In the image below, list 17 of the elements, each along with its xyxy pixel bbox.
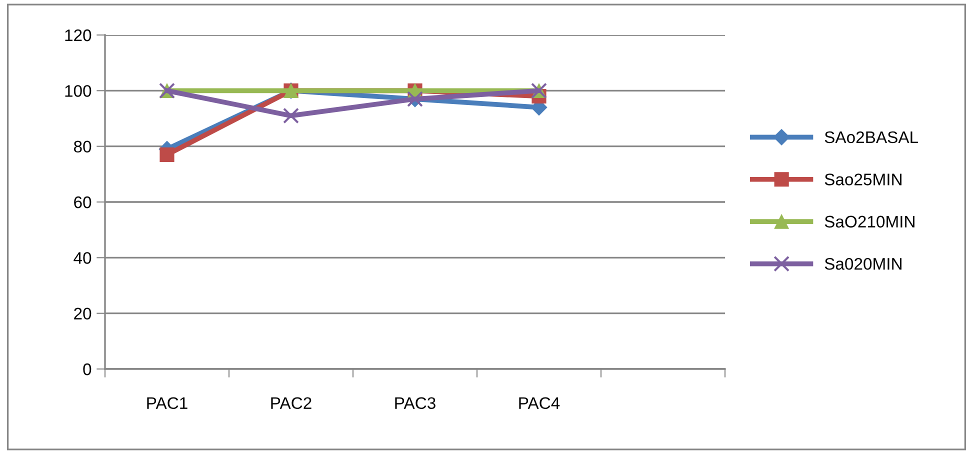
y-tick-label: 100	[65, 85, 92, 97]
x-tick-label: PAC1	[147, 397, 188, 410]
legend-label: SaO210MIN	[824, 216, 914, 228]
x-tick-label: PAC3	[395, 397, 436, 410]
legend-label: SAo2BASAL	[824, 131, 918, 144]
y-tick-label: 80	[74, 140, 92, 153]
y-tick-label: 0	[83, 363, 92, 376]
y-tick-label: 60	[74, 196, 92, 208]
point	[283, 108, 299, 124]
y-tick-label: 20	[74, 308, 92, 320]
x-tick-label: PAC4	[519, 397, 560, 410]
y-tick-label: 40	[74, 252, 92, 264]
point	[160, 147, 174, 162]
x-tick-label: PAC2	[271, 397, 312, 410]
legend-label: Sa020MIN	[824, 258, 902, 270]
y-tick-label: 120	[65, 29, 92, 42]
legend-label: Sao25MIN	[824, 174, 902, 186]
